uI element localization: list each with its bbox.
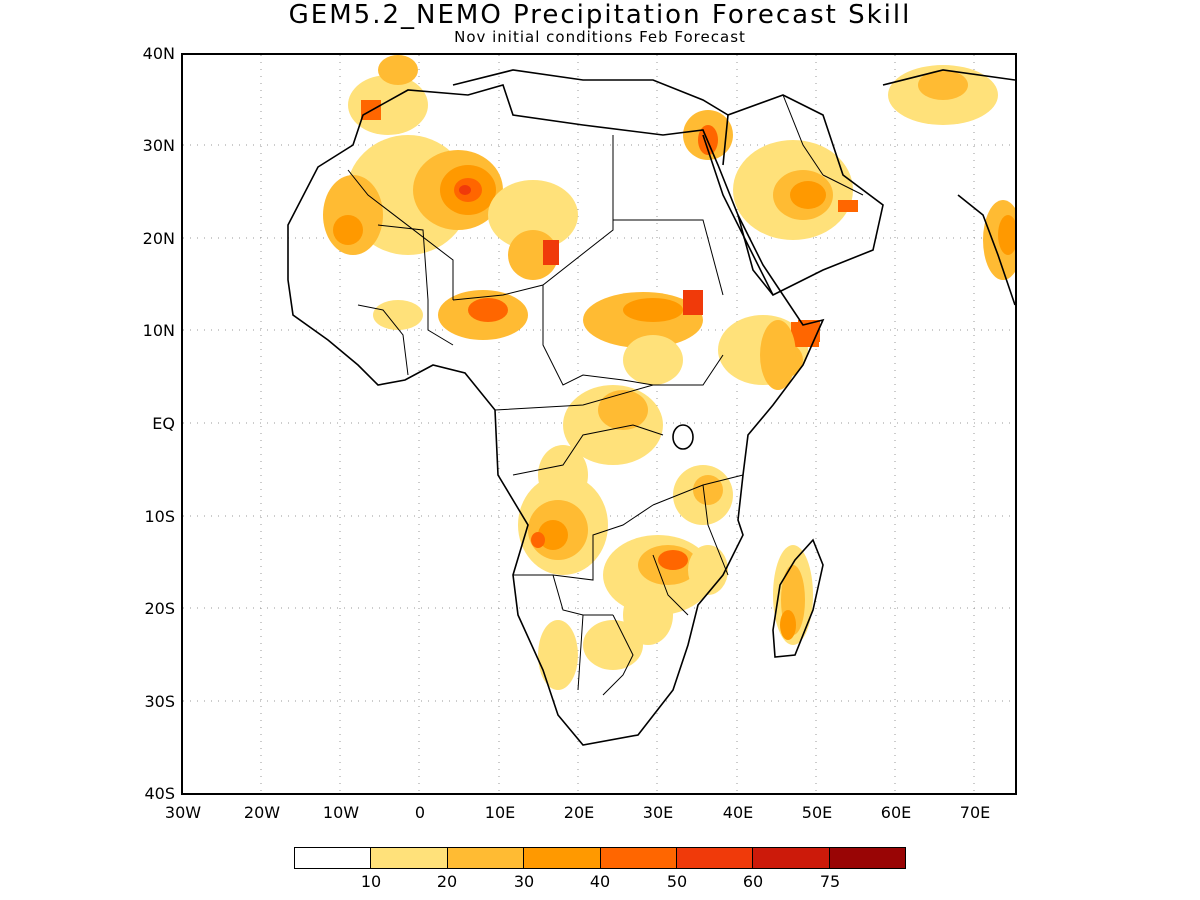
colorbar-swatch (600, 848, 677, 868)
lon-label: 70E (959, 803, 991, 822)
lon-label: 10W (322, 803, 360, 822)
lat-label: 30S (144, 692, 175, 711)
map-subtitle: Nov initial conditions Feb Forecast (454, 28, 746, 46)
colorbar-label: 10 (360, 872, 382, 891)
colorbar-swatch (524, 848, 601, 868)
map-canvas (183, 55, 1015, 793)
colorbar-swatch (371, 848, 448, 868)
country-borders (347, 94, 864, 696)
lat-label: 10N (142, 321, 175, 340)
colorbar-swatch (829, 848, 905, 868)
colorbar-label: 30 (513, 872, 535, 891)
lon-label: 30W (164, 803, 202, 822)
lon-label: 60E (880, 803, 912, 822)
colorbar-swatch (676, 848, 754, 868)
lon-label: 20W (243, 803, 281, 822)
lon-label: 20E (563, 803, 595, 822)
lon-label: 40E (722, 803, 754, 822)
lat-label: 30N (142, 136, 175, 155)
colorbar-swatch (295, 848, 372, 868)
lon-label: 0 (414, 803, 426, 822)
lat-label: 40S (144, 784, 175, 803)
lat-label: 10S (144, 507, 175, 526)
colorbar-label: 20 (436, 872, 458, 891)
lon-label: 50E (801, 803, 833, 822)
lon-label: 30E (642, 803, 674, 822)
map-plot-area (181, 53, 1017, 795)
colorbar-label: 75 (819, 872, 841, 891)
lat-label: 40N (142, 44, 175, 63)
colorbar-label: 50 (666, 872, 688, 891)
lat-label: 20N (142, 229, 175, 248)
map-title: GEM5.2_NEMO Precipitation Forecast Skill (288, 0, 912, 30)
colorbar-swatch (447, 848, 525, 868)
lat-label: EQ (152, 414, 175, 433)
skill-shading (323, 55, 1015, 690)
lat-label: 20S (144, 599, 175, 618)
colorbar-label: 40 (589, 872, 611, 891)
lon-label: 10E (484, 803, 516, 822)
colorbar-swatch (753, 848, 830, 868)
coastlines (287, 69, 1015, 746)
colorbar-label: 60 (742, 872, 764, 891)
colorbar (294, 847, 906, 869)
